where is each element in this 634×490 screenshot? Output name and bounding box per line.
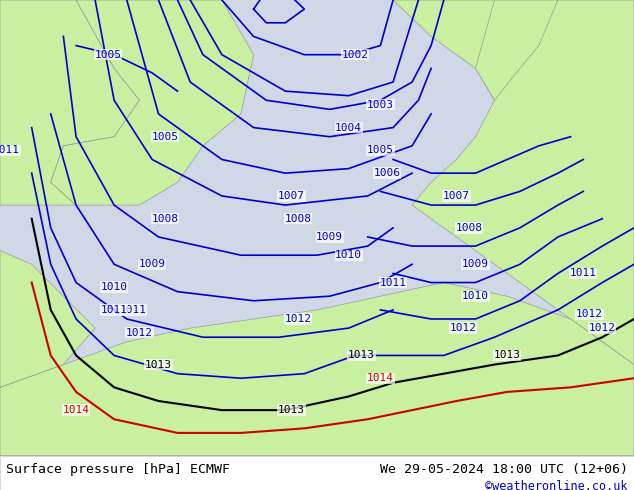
Text: 1013: 1013: [145, 360, 172, 369]
Text: 1011: 1011: [380, 277, 406, 288]
Text: 1005: 1005: [94, 49, 121, 60]
Polygon shape: [0, 251, 95, 387]
Text: 1009: 1009: [462, 259, 489, 270]
Text: 1002: 1002: [342, 49, 368, 60]
Text: ©weatheronline.co.uk: ©weatheronline.co.uk: [485, 480, 628, 490]
Text: 1011: 1011: [0, 146, 20, 155]
Text: 1004: 1004: [335, 122, 362, 133]
FancyBboxPatch shape: [0, 0, 634, 456]
Text: 1012: 1012: [126, 328, 153, 338]
Text: We 29-05-2024 18:00 UTC (12+06): We 29-05-2024 18:00 UTC (12+06): [380, 463, 628, 476]
Text: 1007: 1007: [278, 191, 305, 201]
Text: 1009: 1009: [316, 232, 343, 242]
Polygon shape: [476, 0, 558, 100]
Text: 1008: 1008: [152, 214, 178, 224]
Text: 1010: 1010: [335, 250, 362, 260]
Text: 1013: 1013: [348, 350, 375, 361]
Text: 1014: 1014: [63, 405, 89, 415]
Text: 1014: 1014: [367, 373, 394, 383]
Text: 1012: 1012: [450, 323, 476, 333]
Text: 1011: 1011: [120, 305, 146, 315]
Text: 1007: 1007: [443, 191, 470, 201]
FancyBboxPatch shape: [0, 456, 634, 490]
Polygon shape: [51, 0, 254, 205]
Text: 1012: 1012: [576, 309, 603, 319]
Text: 1006: 1006: [373, 168, 400, 178]
Text: 1012: 1012: [285, 314, 311, 324]
Text: 1013: 1013: [278, 405, 305, 415]
Text: 1008: 1008: [285, 214, 311, 224]
Text: 1003: 1003: [367, 100, 394, 110]
Text: 1010: 1010: [462, 291, 489, 301]
Polygon shape: [0, 0, 139, 205]
Text: 1012: 1012: [589, 323, 616, 333]
Text: 1008: 1008: [456, 223, 482, 233]
Text: 1010: 1010: [101, 282, 127, 292]
Text: 1011: 1011: [101, 305, 127, 315]
Text: 1005: 1005: [152, 132, 178, 142]
Text: 1009: 1009: [139, 259, 165, 270]
Text: 1005: 1005: [367, 146, 394, 155]
Text: Surface pressure [hPa] ECMWF: Surface pressure [hPa] ECMWF: [6, 463, 230, 476]
Text: 1013: 1013: [494, 350, 521, 361]
Polygon shape: [393, 0, 634, 365]
Polygon shape: [0, 283, 634, 456]
Text: 1011: 1011: [570, 269, 597, 278]
